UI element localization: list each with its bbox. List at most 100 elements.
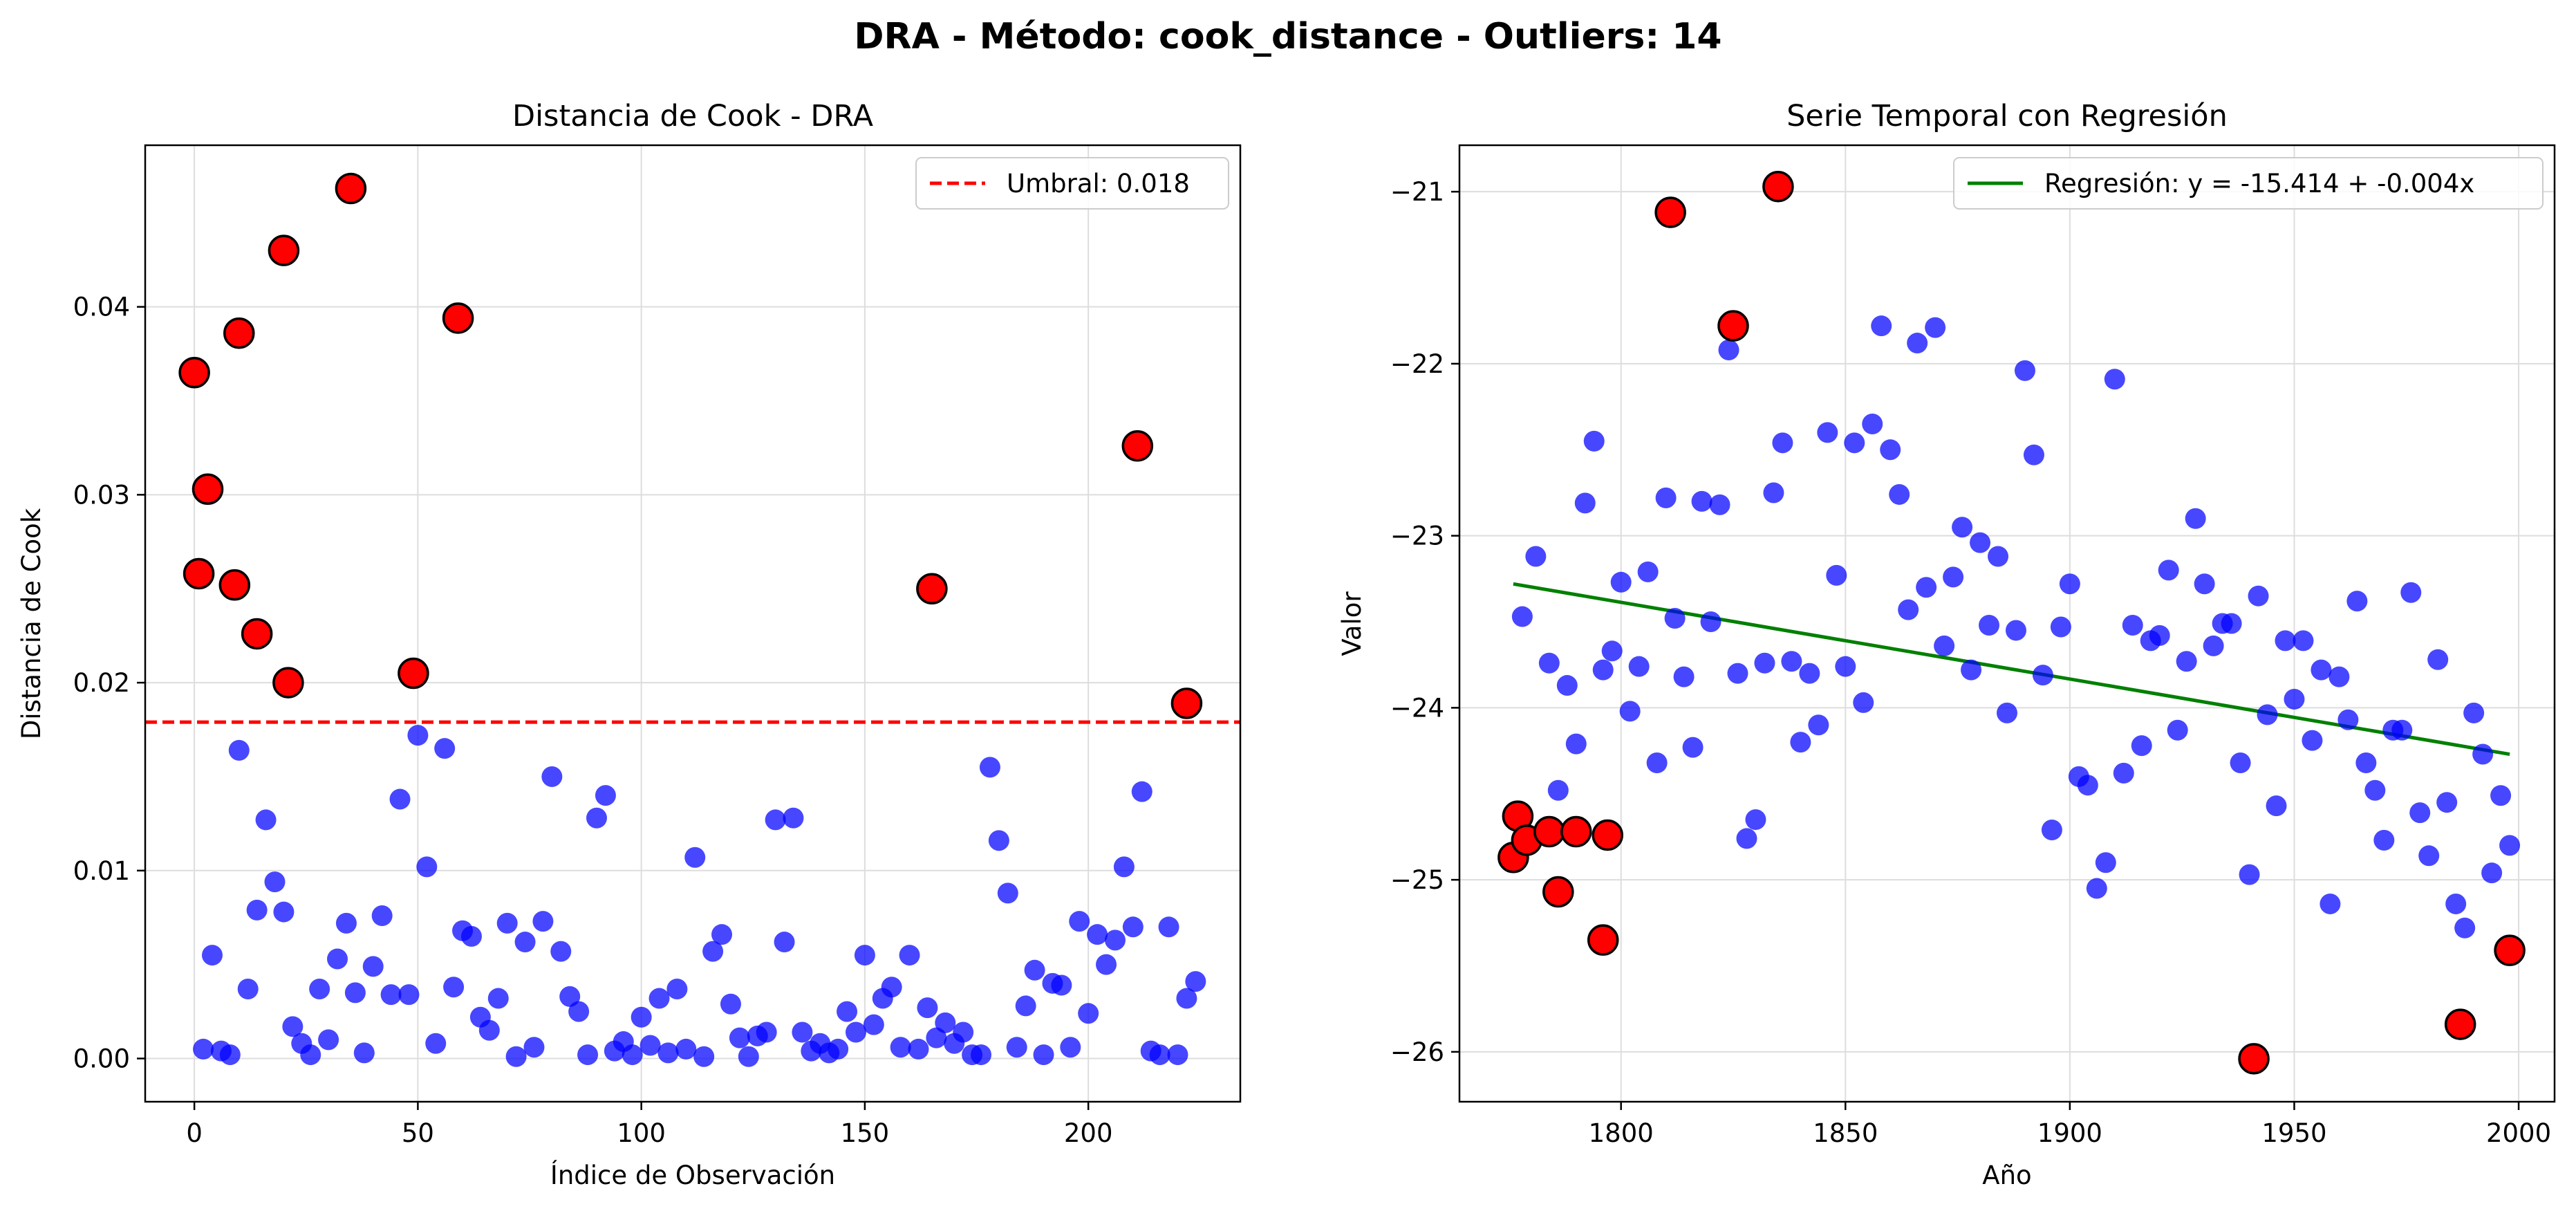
cook-point [327,948,348,970]
cook-point [282,1016,304,1037]
series-y-tick-label: −24 [1390,693,1444,723]
cook-outlier-point [223,317,255,349]
cook-point [1087,924,1108,945]
cook-point [1024,959,1045,981]
cook-point [237,978,259,999]
cook-point [300,1044,321,1066]
cook-point [1006,1037,1027,1058]
series-outlier-point [2238,1043,2270,1075]
series-point [1835,656,1856,677]
cook-point [1122,916,1144,938]
cook-point [702,941,724,962]
series-point [2311,659,2332,681]
cook-y-tick-label: 0.04 [73,293,130,322]
cook-point [675,1038,697,1060]
series-point [2463,702,2485,723]
cook-point [881,977,902,998]
cook-point [586,807,607,829]
cook-point [890,1037,911,1058]
cook-point [1078,1003,1099,1024]
cook-x-axis-label: Índice de Observación [550,1160,835,1190]
series-point [1583,430,1605,452]
cook-point [845,1022,866,1043]
series-point [2391,719,2413,741]
cook-point [783,807,804,829]
series-point [1871,315,1892,337]
cook-point [631,1006,652,1028]
series-y-tick-label: −23 [1390,521,1444,551]
series-point [1682,737,1704,758]
series-point [1934,635,1955,656]
series-point [1637,561,1659,582]
regression-legend-label: Regresión: y = -15.414 + -0.004x [2044,169,2474,198]
cook-y-axis-label: Distancia de Cook [17,508,46,739]
series-y-tick-label: −22 [1390,349,1444,379]
series-point [2149,625,2170,646]
series-point [2418,845,2440,867]
series-point [1709,494,1730,515]
series-outlier-point [1654,196,1686,228]
cook-point [738,1046,759,1067]
cook-point [478,1019,500,1041]
cook-point [595,785,616,806]
cook-point [1185,971,1206,992]
series-point [1916,577,1937,598]
series-point [2427,649,2449,670]
cook-point [917,997,938,1019]
cook-point [908,1038,929,1060]
series-point [1844,432,1865,454]
cook-x-tick-label: 0 [186,1118,203,1148]
cook-point [416,856,438,878]
cook-point [729,1027,750,1048]
cook-point [988,830,1009,851]
series-x-ticks: 1800 1850 1900 1950 2000 [1589,1102,2551,1148]
series-x-tick-label: 2000 [2486,1118,2551,1148]
cook-point [505,1046,527,1067]
series-point [2445,893,2467,914]
series-point [1727,663,1748,684]
series-point [1988,546,2009,567]
series-point [1646,752,1668,773]
series-y-ticks: −26 −25 −24 −23 −22 −21 [1390,177,1459,1067]
cook-point [863,1014,884,1035]
cook-distance-panel: 0 50 100 150 200 0.00 0.01 0.02 0.03 0.04 Distan… [17,99,1242,1190]
cook-y-tick-label: 0.03 [73,480,130,510]
series-point [1525,546,1547,567]
cook-point [1104,930,1126,951]
series-point [1619,701,1641,722]
series-point [1565,733,1587,755]
cook-point [443,977,465,998]
series-x-tick-label: 1950 [2261,1118,2326,1148]
series-point [2203,635,2224,656]
series-point [1853,692,1874,713]
series-point [1511,606,1533,627]
cook-outlier-point [916,573,948,604]
series-point [1826,564,1847,586]
series-point [1700,611,1721,633]
cook-point [711,924,733,945]
series-point [2059,573,2080,595]
time-series-panel: 1800 1850 1900 1950 2000 −26−25−24−23−22−21 … [1337,99,2556,1190]
cook-point [550,941,572,962]
series-point [1880,439,1901,461]
cook-y-tick-label: 0.02 [73,668,130,698]
cook-point [684,847,706,868]
series-point [1673,666,1695,687]
series-legend: Regresión: y = -15.414 + -0.004x [1953,157,2544,210]
cook-point [1131,781,1152,802]
series-point [2409,802,2431,824]
cook-x-ticks: 0 50 100 150 200 [186,1102,1112,1148]
series-point [1556,675,1578,696]
cook-point [774,932,795,953]
series-point [2248,585,2269,607]
series-point [1538,652,1560,674]
cook-point [1033,1044,1054,1066]
cook-outlier-point [241,618,273,650]
cook-point [792,1022,813,1043]
series-title: Serie Temporal con Regresión [1786,99,2228,133]
series-outlier-point [1560,815,1592,848]
cook-point [344,982,366,1004]
cook-outlier-point [442,302,474,334]
series-point [1997,702,2017,723]
cook-point [264,871,286,893]
